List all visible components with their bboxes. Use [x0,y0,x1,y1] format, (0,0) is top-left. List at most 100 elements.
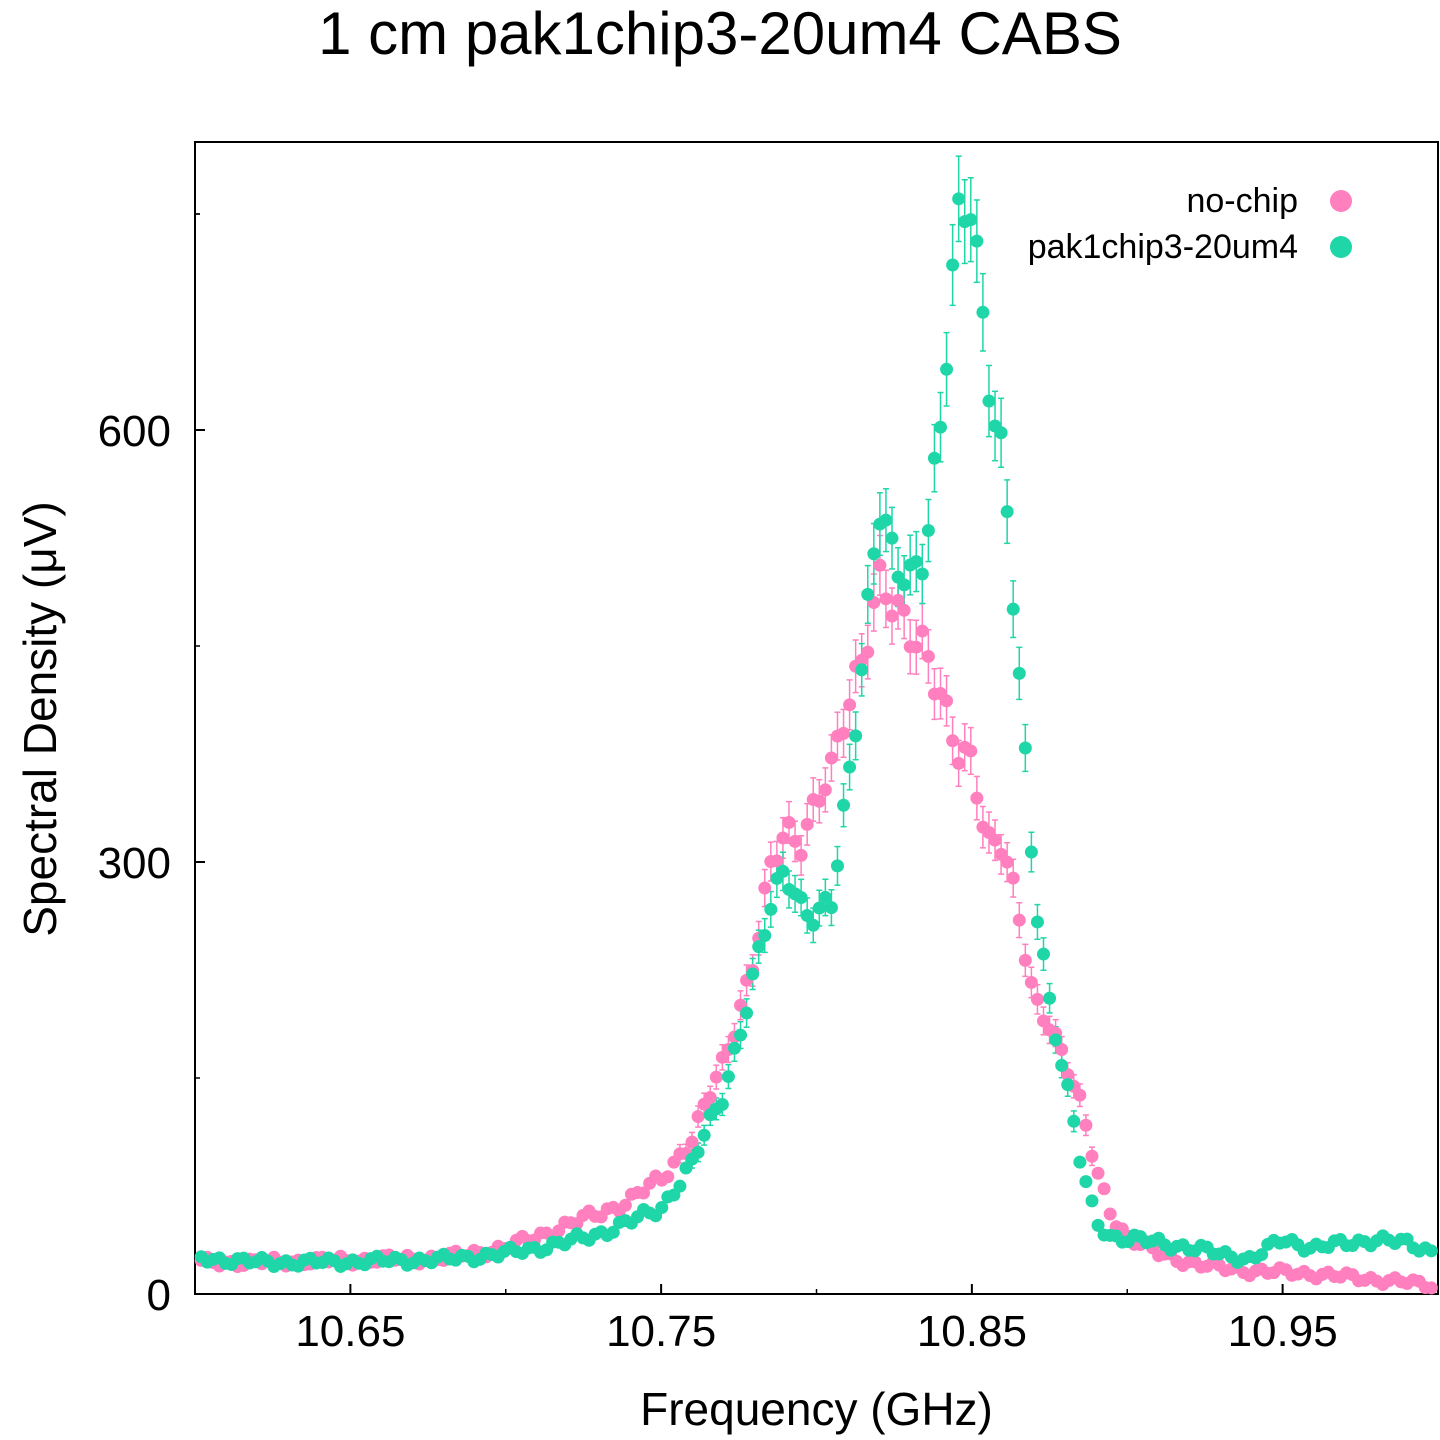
point-pak1chip3 [1000,505,1014,519]
point-no-chip [824,751,838,765]
point-no-chip [843,698,857,712]
point-no-chip [897,603,911,617]
point-pak1chip3 [734,1028,748,1042]
point-no-chip [1012,913,1026,927]
point-pak1chip3 [727,1041,741,1055]
point-no-chip [952,756,966,770]
point-pak1chip3 [921,524,935,538]
point-no-chip [1091,1166,1105,1180]
point-pak1chip3 [1049,1033,1063,1047]
point-pak1chip3 [1030,915,1044,929]
point-pak1chip3 [897,578,911,592]
x-tick-label: 10.95 [1228,1307,1338,1356]
point-no-chip [788,834,802,848]
point-no-chip [800,817,814,831]
point-pak1chip3 [655,1201,669,1215]
data-points [194,192,1438,1295]
point-no-chip [909,640,923,654]
point-pak1chip3 [1061,1078,1075,1092]
point-pak1chip3 [843,760,857,774]
point-no-chip [861,645,875,659]
point-pak1chip3 [855,663,869,677]
point-pak1chip3 [740,1006,754,1020]
legend-label-no-chip: no-chip [1186,182,1298,220]
point-no-chip [1073,1088,1087,1102]
point-pak1chip3 [746,967,760,981]
point-pak1chip3 [976,305,990,319]
point-pak1chip3 [970,234,984,248]
point-no-chip [1000,855,1014,869]
point-no-chip [1055,1042,1069,1056]
point-pak1chip3 [1037,947,1051,961]
point-no-chip [1006,871,1020,885]
point-pak1chip3 [915,567,929,581]
point-pak1chip3 [1043,991,1057,1005]
point-pak1chip3 [673,1179,687,1193]
point-no-chip [940,694,954,708]
point-pak1chip3 [849,729,863,743]
y-tick-label: 300 [98,839,171,888]
point-no-chip [1097,1182,1111,1196]
point-no-chip [891,593,905,607]
x-axis-label: Frequency (GHz) [640,1383,993,1435]
point-no-chip [1085,1149,1099,1163]
point-pak1chip3 [879,513,893,527]
point-pak1chip3 [861,587,875,601]
point-no-chip [818,783,832,797]
point-no-chip [837,726,851,740]
point-pak1chip3 [837,798,851,812]
point-no-chip [873,558,887,572]
x-tick-label: 10.65 [295,1307,405,1356]
point-pak1chip3 [1079,1175,1093,1189]
point-pak1chip3 [830,859,844,873]
point-no-chip [776,831,790,845]
point-no-chip [1061,1068,1075,1082]
point-pak1chip3 [1006,602,1020,616]
point-pak1chip3 [800,908,814,922]
point-no-chip [770,854,784,868]
point-pak1chip3 [794,891,808,905]
point-pak1chip3 [1055,1058,1069,1072]
point-pak1chip3 [952,192,966,206]
point-pak1chip3 [909,555,923,569]
point-pak1chip3 [812,901,826,915]
point-no-chip [946,734,960,748]
point-no-chip [637,1186,651,1200]
point-pak1chip3 [1085,1194,1099,1208]
point-no-chip [988,833,1002,847]
point-pak1chip3 [752,940,766,954]
y-tick-label: 0 [147,1271,171,1320]
point-pak1chip3 [867,547,881,561]
legend-swatch-no-chip [1330,190,1352,212]
point-pak1chip3 [1024,845,1038,859]
point-no-chip [782,815,796,829]
point-pak1chip3 [1255,1248,1269,1262]
legend-entry-pak1chip3: pak1chip3-20um4 [1028,224,1352,270]
point-pak1chip3 [824,901,838,915]
point-pak1chip3 [940,362,954,376]
y-tick-label: 600 [98,407,171,456]
point-pak1chip3 [994,426,1008,440]
point-pak1chip3 [764,902,778,916]
point-no-chip [885,609,899,623]
chart-title: 1 cm pak1chip3-20um4 CABS [318,0,1122,67]
point-no-chip [618,1198,632,1212]
point-no-chip [794,848,808,862]
point-no-chip [685,1135,699,1149]
point-pak1chip3 [1424,1244,1438,1258]
point-pak1chip3 [1073,1155,1087,1169]
point-pak1chip3 [806,918,820,932]
point-pak1chip3 [758,929,772,943]
point-no-chip [1424,1281,1438,1295]
legend-label-pak1chip3: pak1chip3-20um4 [1027,228,1298,266]
point-pak1chip3 [927,451,941,465]
point-pak1chip3 [982,394,996,408]
point-no-chip [812,794,826,808]
point-pak1chip3 [1067,1114,1081,1128]
point-no-chip [709,1070,723,1084]
point-pak1chip3 [933,420,947,434]
point-no-chip [879,592,893,606]
point-pak1chip3 [721,1070,735,1084]
y-axis-label: Spectral Density (μV) [14,501,66,937]
point-no-chip [1024,975,1038,989]
